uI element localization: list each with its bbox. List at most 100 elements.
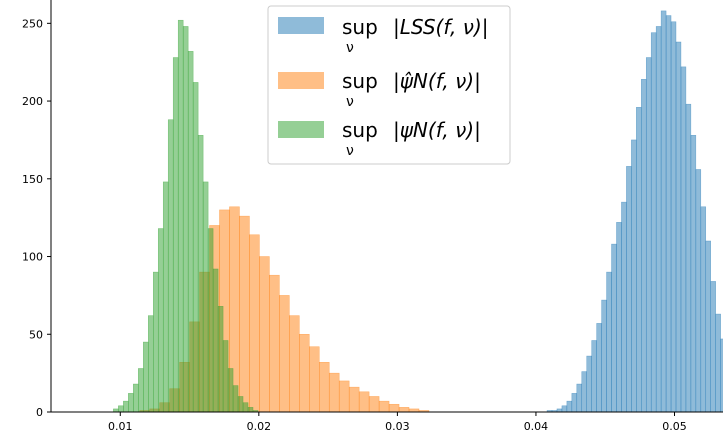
- bar-LSS-24: [665, 15, 672, 413]
- bar-psi-4: [133, 383, 139, 413]
- legend: sup ν |LSS(f, ν)| sup ν |ψ̂N(f, ν)| sup …: [267, 5, 511, 165]
- legend-sup-psi-hat: sup: [342, 69, 378, 93]
- bar-psi_hat-20: [338, 380, 350, 413]
- bar-LSS-22: [655, 26, 662, 413]
- x-tick-label: 0.05: [662, 420, 687, 433]
- bar-LSS-11: [601, 299, 607, 413]
- bar-psi_hat-21: [348, 386, 360, 413]
- legend-sub-lss: ν: [346, 40, 354, 56]
- bar-LSS-26: [675, 41, 682, 413]
- bar-psi-1: [118, 405, 124, 413]
- x-tick-label: 0.04: [524, 420, 549, 433]
- bar-psi-6: [143, 341, 149, 413]
- bar-psi_hat-10: [239, 215, 250, 413]
- legend-expr-psi: |ψN(f, ν)|: [393, 118, 481, 142]
- axes: [50, 0, 723, 413]
- bar-psi_hat-13: [269, 274, 280, 413]
- bar-psi_hat-19: [328, 372, 340, 413]
- y-ticks: 0 50 100 150 200 250: [22, 17, 51, 419]
- bar-LSS-5: [571, 393, 578, 413]
- legend-swatch-psi: [278, 121, 324, 138]
- bar-psi_hat-16: [299, 334, 310, 413]
- y-tick-label: 250: [22, 17, 43, 30]
- bar-LSS-20: [645, 57, 652, 413]
- bar-LSS-13: [611, 243, 617, 413]
- y-tick-label: 50: [29, 328, 43, 341]
- bar-psi-17: [197, 135, 204, 413]
- bar-psi-2: [123, 400, 129, 413]
- bar-psi-10: [162, 181, 169, 413]
- bar-psi_hat-14: [279, 295, 290, 413]
- bar-psi-20: [212, 268, 219, 413]
- bar-psi-9: [157, 228, 164, 413]
- legend-entry-psi: sup ν |ψN(f, ν)|: [278, 118, 481, 159]
- bar-LSS-31: [700, 206, 707, 413]
- bar-psi-5: [138, 368, 144, 413]
- bar-LSS-10: [596, 323, 602, 413]
- x-tick-label: 0.01: [108, 420, 133, 433]
- legend-expr-psi-hat: |ψ̂N(f, ν)|: [393, 69, 481, 93]
- bar-LSS-23: [660, 10, 667, 413]
- bar-LSS-35: [720, 338, 723, 413]
- bar-psi-25: [237, 396, 244, 413]
- bar-LSS-21: [650, 32, 657, 413]
- y-tick-label: 0: [36, 406, 43, 419]
- bar-psi-8: [153, 271, 159, 413]
- bar-psi_hat-11: [249, 234, 260, 413]
- y-tick-label: 150: [22, 173, 43, 186]
- bar-psi-14: [182, 26, 189, 413]
- bar-LSS-9: [591, 340, 597, 413]
- bar-psi-13: [177, 19, 184, 413]
- bar-psi_hat-15: [289, 315, 300, 413]
- y-tick-label: 200: [22, 95, 43, 108]
- bar-psi_hat-24: [378, 400, 390, 413]
- series-psi: [113, 19, 259, 413]
- legend-expr-lss: |LSS(f, ν)|: [393, 15, 488, 39]
- bar-LSS-25: [670, 21, 677, 413]
- bar-LSS-32: [705, 240, 711, 413]
- x-tick-label: 0.02: [247, 420, 272, 433]
- bar-psi-24: [232, 385, 239, 413]
- bar-LSS-18: [636, 107, 642, 413]
- legend-entry-lss: sup ν |LSS(f, ν)|: [278, 15, 488, 56]
- bar-psi-12: [172, 57, 179, 413]
- bar-psi-15: [187, 51, 194, 413]
- bar-psi-21: [217, 306, 224, 413]
- legend-entry-psi-hat: sup ν |ψ̂N(f, ν)|: [278, 69, 481, 110]
- bar-psi-18: [202, 181, 209, 413]
- x-ticks: 0.01 0.02 0.03 0.04 0.05: [108, 412, 687, 433]
- series-LSS: [546, 10, 723, 413]
- bar-LSS-19: [641, 79, 647, 413]
- bar-LSS-30: [695, 169, 702, 413]
- bar-LSS-27: [680, 66, 687, 413]
- bar-psi-7: [148, 315, 154, 413]
- bar-psi-19: [207, 228, 214, 413]
- x-tick-label: 0.03: [385, 420, 410, 433]
- bar-psi-16: [192, 82, 199, 413]
- legend-swatch-psi-hat: [278, 72, 324, 89]
- legend-swatch-lss: [278, 17, 324, 34]
- bar-psi_hat-25: [388, 403, 400, 413]
- bar-LSS-6: [576, 383, 582, 413]
- bar-psi-11: [167, 119, 174, 413]
- bar-LSS-33: [710, 281, 716, 413]
- legend-frame: [267, 5, 511, 165]
- bar-LSS-3: [561, 405, 568, 413]
- bar-LSS-15: [621, 201, 627, 413]
- legend-sub-psi: ν: [346, 143, 354, 159]
- bar-LSS-4: [566, 400, 573, 413]
- bar-psi_hat-23: [368, 396, 380, 413]
- bar-psi_hat-12: [259, 256, 270, 413]
- legend-sup-lss: sup: [342, 15, 378, 39]
- bar-LSS-16: [626, 166, 632, 413]
- bar-LSS-34: [715, 313, 721, 413]
- y-tick-label: 100: [22, 251, 43, 264]
- bar-LSS-28: [685, 103, 692, 413]
- bar-psi-22: [222, 340, 229, 413]
- bar-psi_hat-26: [398, 407, 410, 413]
- bar-psi_hat-18: [319, 362, 330, 413]
- bar-LSS-14: [616, 222, 622, 413]
- bar-LSS-8: [586, 355, 592, 413]
- bar-psi-3: [128, 393, 134, 413]
